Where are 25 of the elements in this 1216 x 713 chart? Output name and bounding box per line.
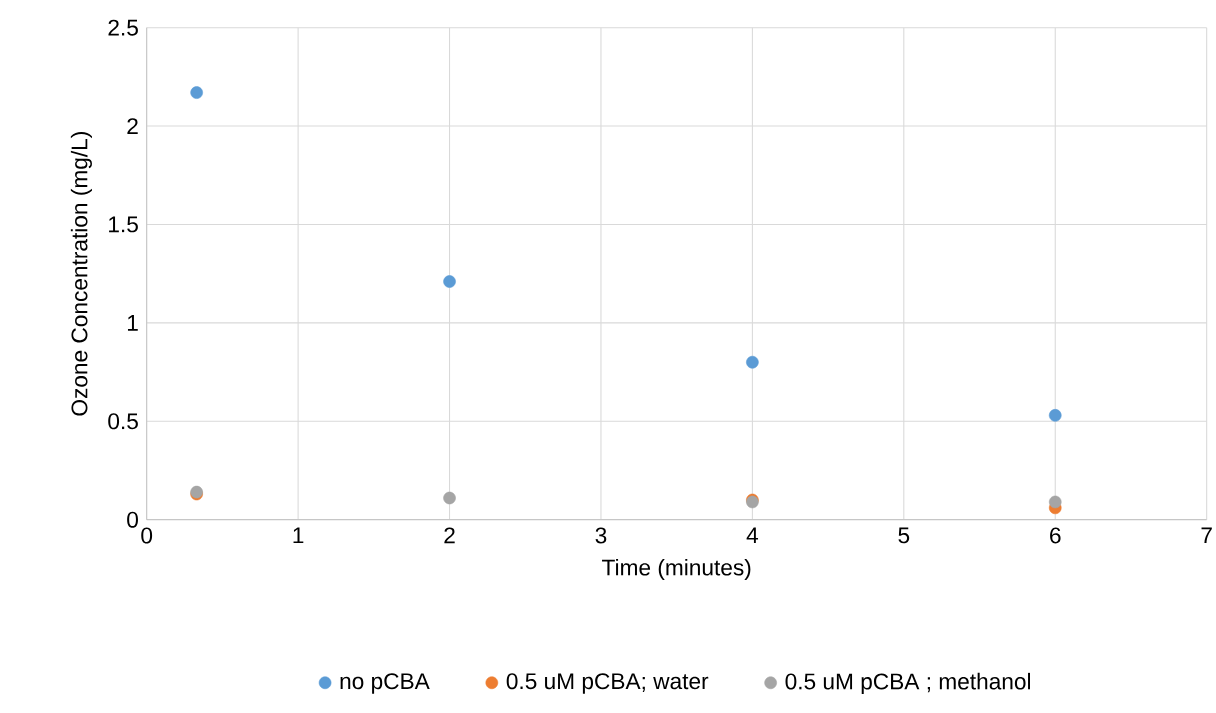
point	[1048, 409, 1062, 422]
x-tick-label: 1	[293, 527, 304, 544]
legend-label: 0.5 uM pCBA ; methanol	[785, 672, 1031, 694]
x-tick-label: 0	[141, 527, 153, 544]
point	[443, 491, 456, 505]
x-tick-label: 7	[1201, 527, 1212, 544]
x-tick-label: 6	[1050, 527, 1061, 544]
x-tick-label: 3	[595, 527, 607, 544]
legend-label: 0.5 uM pCBA; water	[506, 673, 709, 694]
y-tick-label: 0	[127, 511, 138, 528]
point	[190, 86, 203, 99]
y-tick-label: 1.5	[109, 216, 138, 233]
point	[1048, 495, 1062, 509]
legend-label: no pCBA	[340, 673, 430, 694]
point	[443, 275, 456, 288]
x-tick-label: 4	[746, 527, 759, 544]
y-tick-label: 1	[127, 315, 138, 331]
x-axis-title: Time (minutes)	[602, 558, 751, 581]
y-axis-title: Ozone Concentration (mg/L)	[70, 132, 92, 416]
y-tick-label: 2.5	[108, 19, 138, 36]
point	[746, 355, 759, 369]
y-tick-label: 2	[127, 118, 138, 134]
x-tick-label: 2	[444, 527, 455, 544]
y-tick-label: 0.5	[108, 413, 138, 430]
x-tick-label: 5	[898, 527, 910, 544]
